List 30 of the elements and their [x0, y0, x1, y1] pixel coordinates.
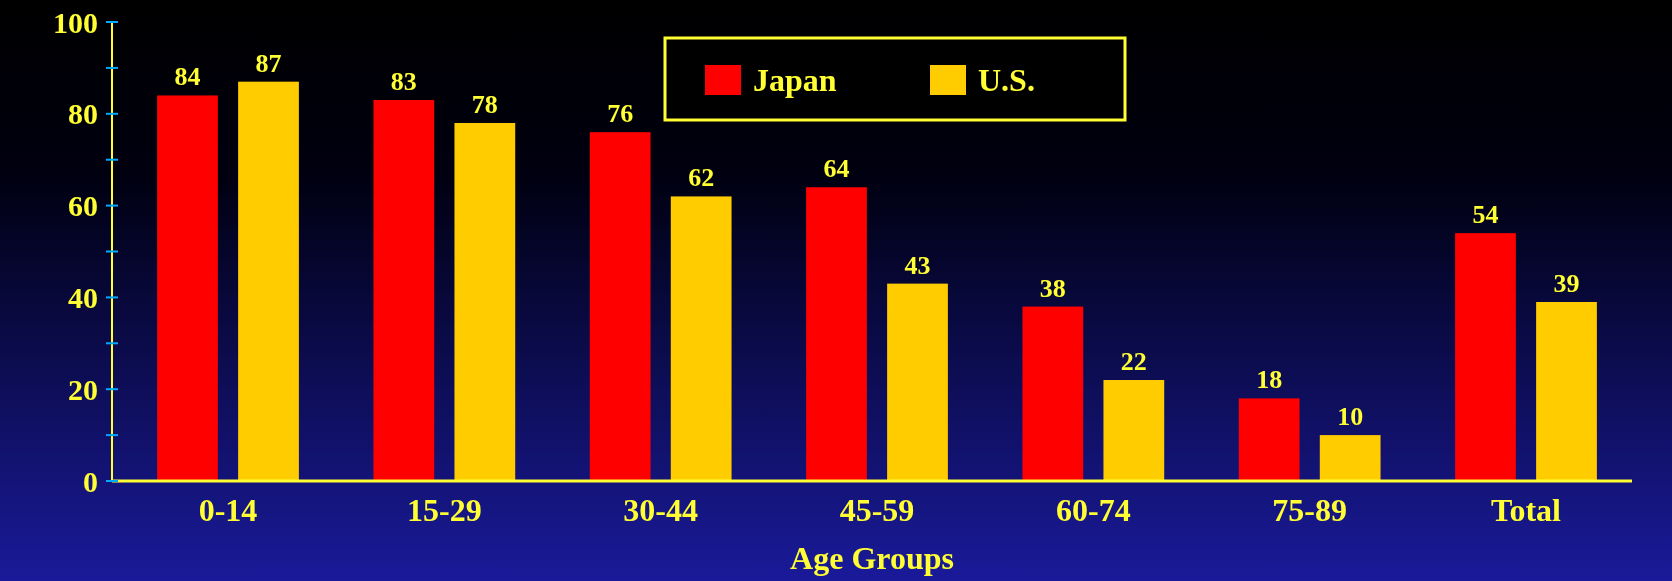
data-label: 18	[1256, 365, 1283, 395]
y-tick-label: 0	[83, 464, 98, 498]
data-label: 64	[823, 154, 850, 184]
legend-label: U.S.	[978, 62, 1035, 99]
data-label: 87	[255, 48, 282, 78]
data-label: 83	[390, 67, 417, 97]
y-tick-label: 100	[53, 5, 98, 39]
data-label: 62	[688, 163, 715, 193]
x-tick-label: 0-14	[198, 492, 258, 528]
data-label: 54	[1472, 200, 1499, 230]
x-tick-label: Total	[1491, 492, 1562, 528]
y-tick-label: 80	[68, 97, 98, 131]
data-label: 10	[1337, 402, 1364, 432]
x-tick-label: 15-29	[407, 492, 482, 528]
data-label: 22	[1120, 347, 1147, 377]
x-tick-label: 30-44	[623, 492, 698, 528]
data-label: 78	[471, 89, 498, 119]
data-label: 39	[1553, 268, 1580, 298]
x-axis-title: Age Groups	[790, 540, 954, 576]
data-label: 76	[607, 99, 634, 129]
x-tick-label: 45-59	[839, 492, 915, 528]
data-label: 43	[904, 250, 931, 280]
y-tick-label: 60	[68, 189, 98, 223]
data-label: 38	[1039, 273, 1066, 303]
x-tick-label: 60-74	[1056, 492, 1131, 528]
data-label: 84	[174, 62, 201, 92]
x-tick-label: 75-89	[1272, 492, 1347, 528]
legend-label: Japan	[753, 62, 837, 99]
y-tick-label: 40	[68, 280, 98, 314]
y-tick-label: 20	[68, 372, 98, 406]
